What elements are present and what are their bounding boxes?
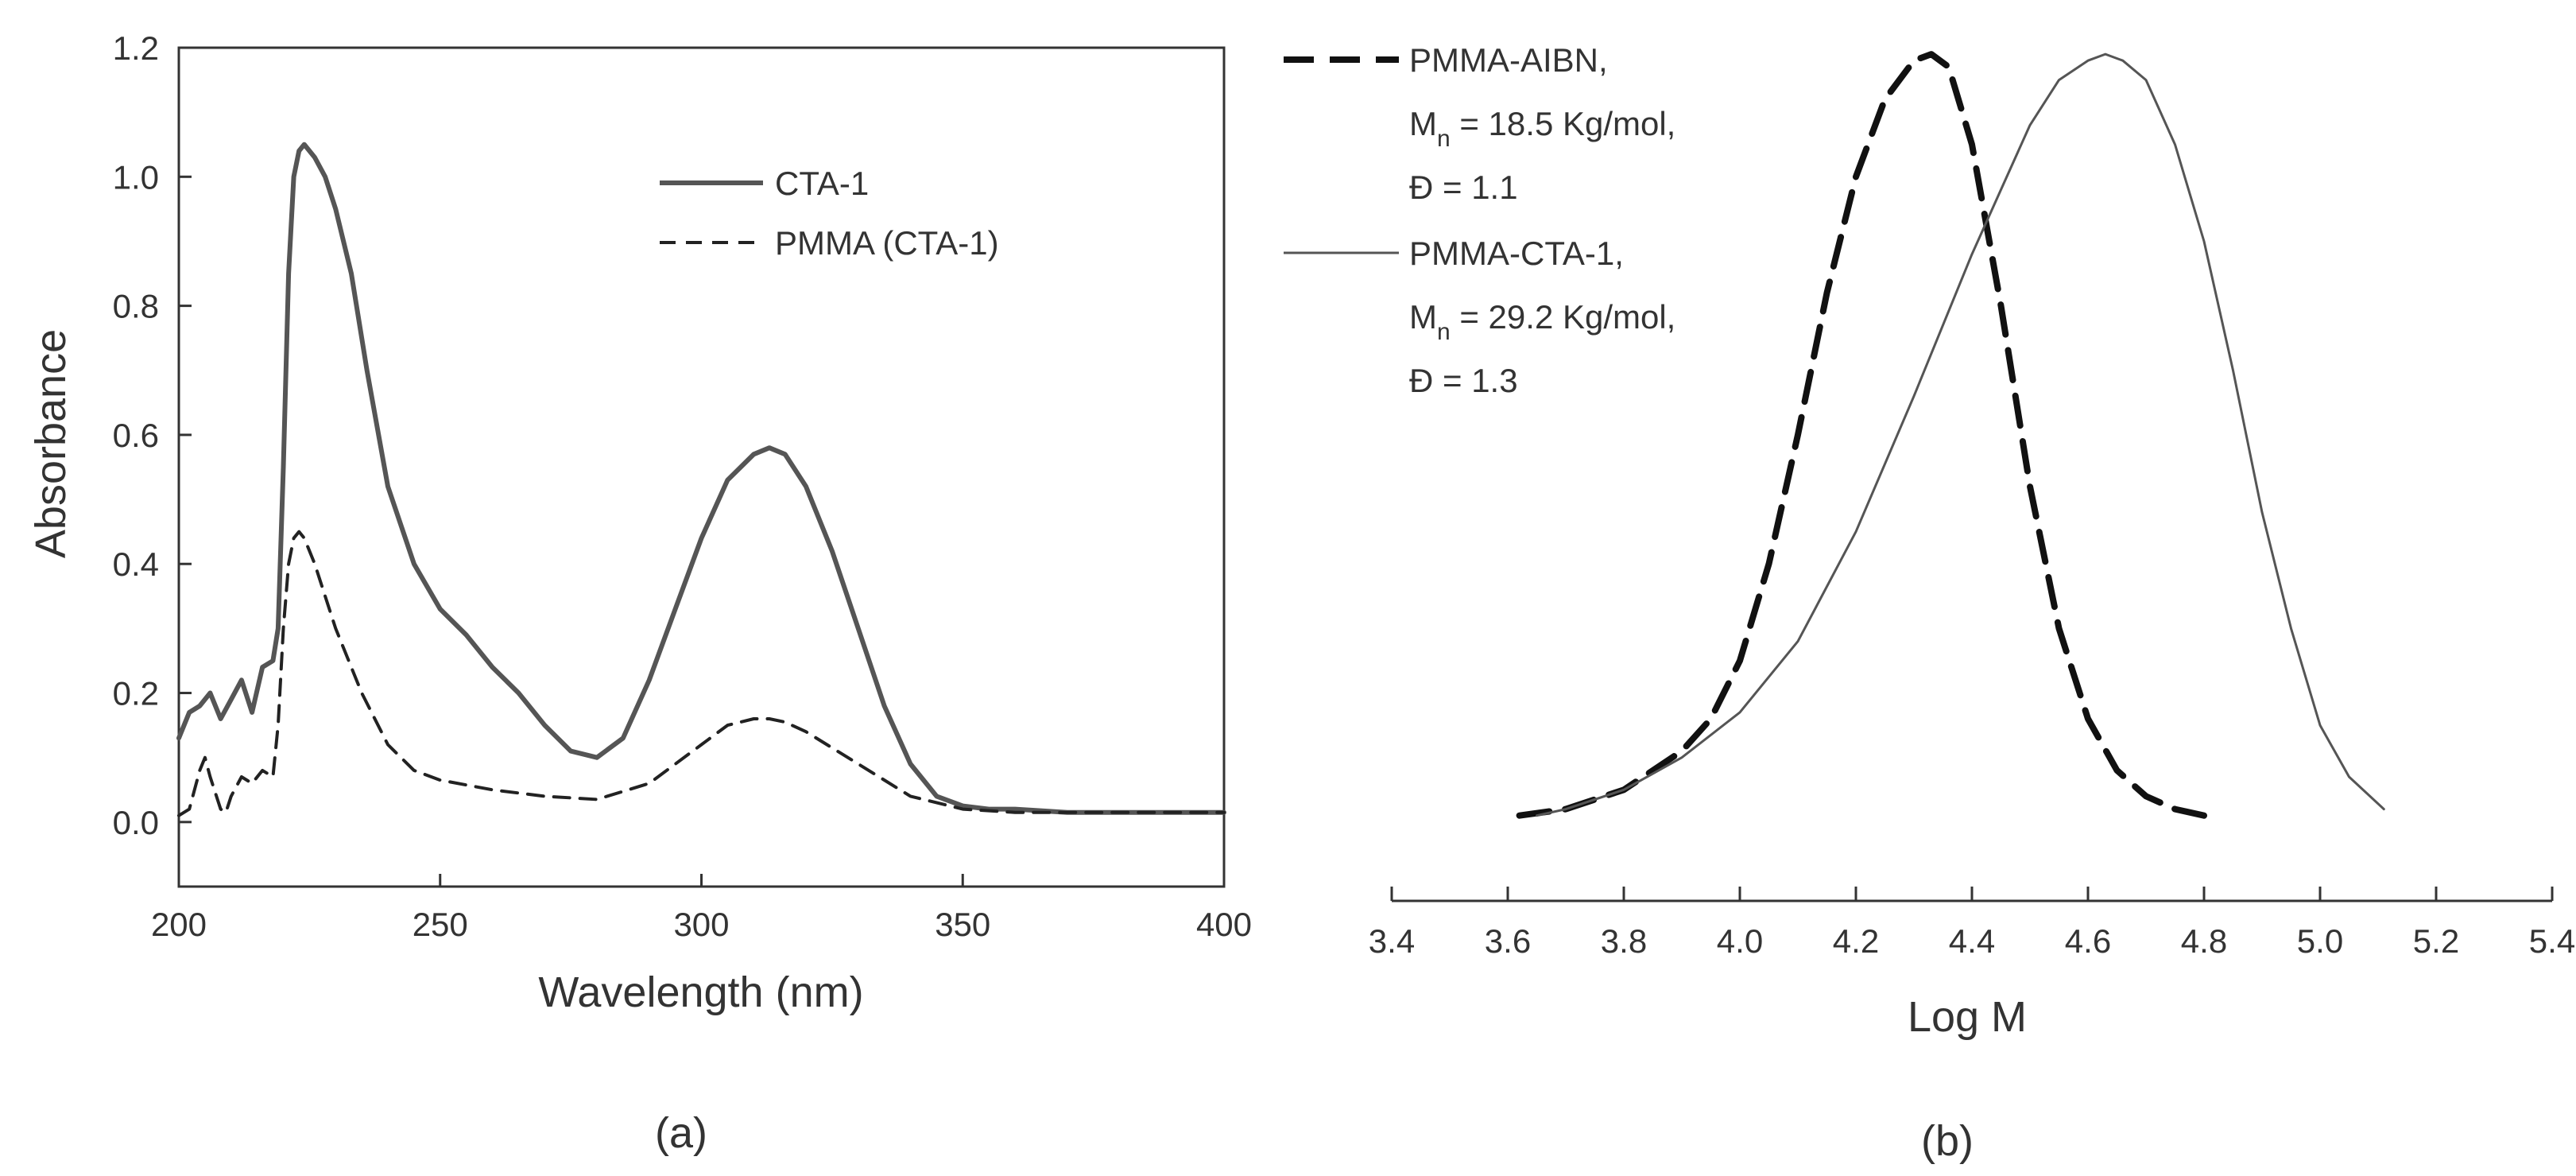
a-y-tick-label: 0.6 bbox=[113, 417, 159, 454]
b-x-tick-label: 5.2 bbox=[2413, 922, 2459, 960]
panel-b-label: (b) bbox=[1921, 1117, 1974, 1165]
b-x-tick-label: 5.4 bbox=[2529, 922, 2575, 960]
b-x-tick-label: 4.0 bbox=[1717, 922, 1763, 960]
panel-a: 200 250 300 350 400 0.0 0.2 0.4 0.6 0.8 1.0 1.2 Wa… bbox=[27, 29, 1252, 1157]
a-x-tick-label: 200 bbox=[151, 906, 207, 943]
panel-b-x-axis-title: Log M bbox=[1908, 993, 2027, 1041]
panel-a-label: (a) bbox=[655, 1109, 707, 1157]
b-x-tick-label: 4.4 bbox=[1949, 922, 1995, 960]
series-line-b-pmma-aibn bbox=[1516, 51, 2207, 819]
b-x-tick-label: 4.2 bbox=[1833, 922, 1879, 960]
b-x-tick-label: 3.8 bbox=[1601, 922, 1647, 960]
a-y-tick-label: 0.0 bbox=[113, 804, 159, 841]
legend-mn-pmma-cta-1: Mn = 29.2 Kg/mol, bbox=[1409, 298, 1675, 345]
a-x-tick-label: 350 bbox=[935, 906, 990, 943]
panel-a-y-axis-title: Absorbance bbox=[27, 329, 75, 558]
panel-b-series bbox=[1516, 51, 2385, 819]
a-x-tick-label: 400 bbox=[1196, 906, 1252, 943]
panel-b-x-ticks: 3.4 3.6 3.8 4.0 4.2 4.4 4.6 4.8 5.0 5.2 5.4 bbox=[1369, 887, 2575, 960]
series-line-b-pmma-cta-1 bbox=[1536, 52, 2385, 817]
legend-dispersity-pmma-cta-1: Đ = 1.3 bbox=[1409, 362, 1518, 399]
a-x-tick-label: 250 bbox=[413, 906, 468, 943]
panel-a-legend: CTA-1 PMMA (CTA-1) bbox=[660, 165, 999, 262]
panel-b-legend: PMMA-AIBN, Mn = 18.5 Kg/mol, Đ = 1.1 PMM… bbox=[1284, 41, 1675, 399]
legend-label-cta-1: CTA-1 bbox=[775, 165, 869, 202]
legend-label-pmma-cta-1: PMMA (CTA-1) bbox=[775, 224, 999, 262]
b-x-tick-label: 5.0 bbox=[2297, 922, 2343, 960]
series-line-a-cta-1 bbox=[176, 142, 1226, 815]
panel-b: 3.4 3.6 3.8 4.0 4.2 4.4 4.6 4.8 5.0 5.2 5.4 Log M … bbox=[1284, 41, 2575, 1165]
panel-a-frame bbox=[177, 46, 1226, 888]
b-x-tick-label: 3.6 bbox=[1485, 922, 1531, 960]
b-x-tick-label: 4.6 bbox=[2065, 922, 2111, 960]
legend-label-pmma-aibn: PMMA-AIBN, bbox=[1409, 41, 1608, 79]
a-y-tick-label: 0.8 bbox=[113, 288, 159, 325]
panel-a-x-axis-title: Wavelength (nm) bbox=[538, 968, 863, 1016]
a-x-tick-label: 300 bbox=[673, 906, 729, 943]
legend-mn-pmma-aibn: Mn = 18.5 Kg/mol, bbox=[1409, 105, 1675, 152]
panel-a-x-ticks: 200 250 300 350 400 bbox=[151, 874, 1252, 943]
a-y-tick-label: 0.2 bbox=[113, 675, 159, 712]
panel-a-series bbox=[176, 142, 1226, 817]
legend-dispersity-pmma-aibn: Đ = 1.1 bbox=[1409, 169, 1518, 206]
b-x-tick-label: 4.8 bbox=[2181, 922, 2227, 960]
a-y-tick-label: 1.0 bbox=[113, 158, 159, 196]
legend-label-pmma-cta-1-b: PMMA-CTA-1, bbox=[1409, 235, 1624, 272]
a-y-tick-label: 1.2 bbox=[113, 29, 159, 67]
series-line-a-pmma-cta-1 bbox=[177, 530, 1226, 817]
a-y-tick-label: 0.4 bbox=[113, 545, 159, 583]
panel-a-y-ticks: 0.0 0.2 0.4 0.6 0.8 1.0 1.2 bbox=[113, 29, 192, 841]
b-x-tick-label: 3.4 bbox=[1369, 922, 1415, 960]
